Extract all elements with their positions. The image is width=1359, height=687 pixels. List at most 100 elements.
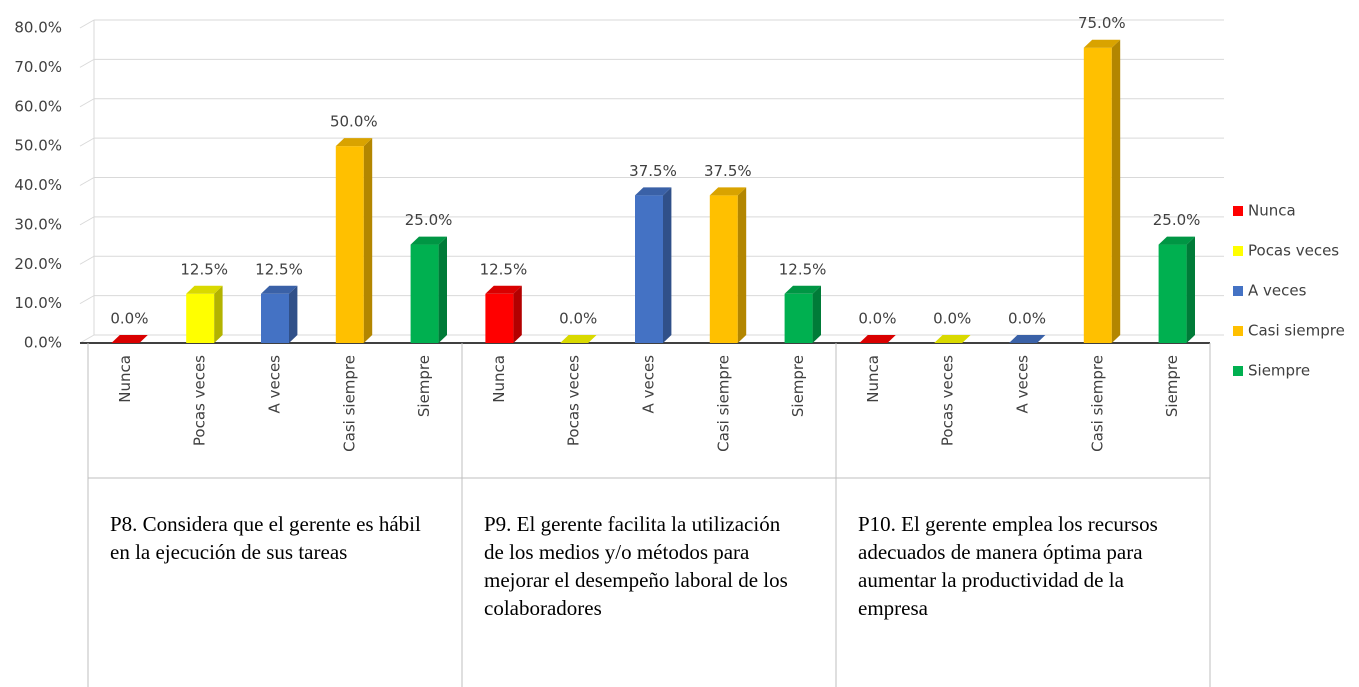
grid-line-side <box>79 334 95 344</box>
bar-side <box>1186 236 1195 343</box>
grid-line-side <box>79 177 95 186</box>
bar-side <box>1111 39 1121 343</box>
bar-side <box>289 285 298 343</box>
legend-swatch <box>1233 326 1243 336</box>
legend-label: Pocas veces <box>1248 242 1339 260</box>
bar-top <box>784 285 821 294</box>
data-label: 25.0% <box>1153 211 1201 229</box>
bar <box>410 236 447 343</box>
y-tick-label: 30.0% <box>14 215 62 233</box>
grid-line-side <box>79 98 95 108</box>
bar-top <box>934 335 971 343</box>
group-label: P9. El gerente facilita la utilización d… <box>484 512 788 620</box>
category-label: A veces <box>266 355 284 414</box>
data-label: 12.5% <box>779 260 827 278</box>
category-label: Pocas veces <box>565 355 583 446</box>
bar-top <box>560 335 597 343</box>
bar-front <box>635 195 663 343</box>
data-label: 0.0% <box>110 310 148 328</box>
bar <box>784 285 821 343</box>
y-tick-label: 0.0% <box>24 334 62 352</box>
data-label: 37.5% <box>629 162 677 180</box>
bar <box>1009 335 1046 343</box>
bar-front <box>709 195 738 343</box>
bar-top <box>1083 39 1121 48</box>
bar <box>1083 39 1121 343</box>
bar <box>560 335 597 343</box>
bar <box>485 285 522 343</box>
bar-top <box>1009 335 1046 343</box>
bar-side <box>438 236 447 343</box>
data-label: 12.5% <box>180 260 228 278</box>
bar-side <box>737 187 747 343</box>
bar-top <box>261 285 298 294</box>
category-label: Siempre <box>415 355 433 417</box>
bar-side <box>214 285 223 343</box>
bar-top <box>410 236 447 245</box>
category-label: Casi siempre <box>340 355 358 452</box>
y-tick-label: 70.0% <box>14 58 62 76</box>
data-label: 0.0% <box>858 310 896 328</box>
grid-line-side <box>79 137 95 147</box>
bar <box>709 187 747 343</box>
grid-line-side <box>79 216 95 226</box>
bar-top <box>635 187 672 196</box>
bar <box>859 335 896 343</box>
y-tick-label: 40.0% <box>14 176 62 194</box>
data-label: 37.5% <box>704 162 752 180</box>
bar-side <box>663 187 672 343</box>
category-label: Nunca <box>490 355 508 403</box>
category-label: A veces <box>1014 355 1032 414</box>
bar-top <box>709 187 747 196</box>
bar <box>335 138 373 343</box>
data-label: 50.0% <box>330 113 378 131</box>
group-label: P8. Considera que el gerente es hábil en… <box>110 512 421 564</box>
bar-top <box>186 285 223 294</box>
bar-top <box>335 138 373 147</box>
category-label: Casi siempre <box>1088 355 1106 452</box>
bar <box>261 285 298 343</box>
bar-front <box>784 293 813 343</box>
bar-front <box>186 293 215 343</box>
legend-swatch <box>1233 286 1243 296</box>
y-tick-label: 20.0% <box>14 255 62 273</box>
bar-front <box>1083 47 1112 343</box>
data-label: 75.0% <box>1078 14 1126 32</box>
bar-front <box>485 293 514 343</box>
group-label: P10. El gerente emplea los recursos adec… <box>858 512 1158 620</box>
bar-front <box>335 146 364 343</box>
data-label: 12.5% <box>480 260 528 278</box>
legend-swatch <box>1233 246 1243 256</box>
bar <box>111 335 148 343</box>
bar-side <box>812 285 821 343</box>
data-label: 12.5% <box>255 260 303 278</box>
bar-front <box>410 244 439 343</box>
category-label: Nunca <box>116 355 134 403</box>
category-label: Siempre <box>1163 355 1181 417</box>
bar-front <box>1158 244 1187 343</box>
bar-top <box>111 335 148 343</box>
legend-label: A veces <box>1248 282 1307 300</box>
bar-side <box>363 138 373 343</box>
grid-line-side <box>79 255 95 265</box>
grid-line-side <box>79 58 95 68</box>
legend-swatch <box>1233 206 1243 216</box>
bar-side <box>513 285 522 343</box>
bar-top <box>1158 236 1195 245</box>
data-label: 0.0% <box>933 310 971 328</box>
bar-front <box>261 293 289 343</box>
legend-label: Casi siempre <box>1248 322 1345 340</box>
y-tick-label: 50.0% <box>14 137 62 155</box>
data-label: 0.0% <box>1008 310 1046 328</box>
category-label: Siempre <box>789 355 807 417</box>
bar <box>1158 236 1195 343</box>
bar-top <box>485 285 522 294</box>
bar <box>934 335 971 343</box>
grid-line-side <box>79 295 95 305</box>
bar <box>186 285 223 343</box>
data-label: 25.0% <box>405 211 453 229</box>
data-label: 0.0% <box>559 310 597 328</box>
y-tick-label: 80.0% <box>14 19 62 37</box>
